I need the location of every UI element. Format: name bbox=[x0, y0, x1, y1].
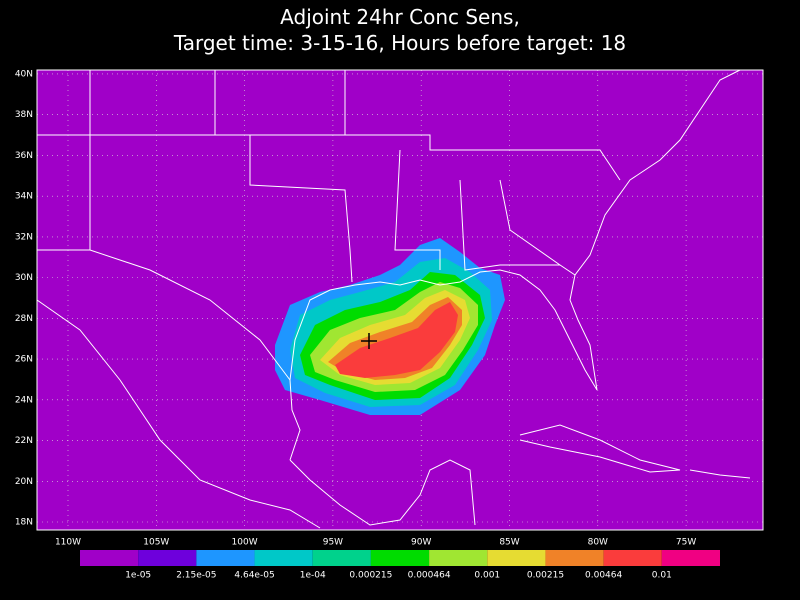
colorbar-swatch bbox=[545, 550, 604, 566]
colorbar-label: 0.000215 bbox=[349, 571, 392, 581]
lat-label: 26N bbox=[15, 355, 33, 365]
plume-contour bbox=[335, 302, 458, 378]
axis-labels: 110W 105W 100W 95W 90W 85W 80W 75W 18N 20N 22N 24N 2… bbox=[15, 69, 697, 547]
colorbar-label: 0.00215 bbox=[527, 571, 564, 581]
lat-label: 30N bbox=[15, 273, 33, 283]
lat-label: 24N bbox=[15, 395, 33, 405]
coastlines bbox=[36, 69, 751, 529]
lat-label: 38N bbox=[15, 110, 33, 120]
coastline bbox=[289, 69, 741, 461]
colorbar-label: 1e-05 bbox=[125, 571, 151, 581]
colorbar-label: 0.000464 bbox=[408, 571, 451, 581]
lat-label: 36N bbox=[15, 151, 33, 161]
colorbar-label: 4.64e-05 bbox=[234, 571, 274, 581]
colorbar-swatch bbox=[80, 550, 139, 566]
border bbox=[459, 179, 576, 276]
coastline bbox=[289, 459, 476, 526]
lat-label: 32N bbox=[15, 232, 33, 242]
border bbox=[394, 149, 441, 270]
coastline bbox=[689, 469, 751, 479]
border bbox=[499, 179, 561, 266]
border bbox=[89, 249, 291, 381]
colorbar-swatch bbox=[487, 550, 546, 566]
colorbar-swatch bbox=[370, 550, 430, 566]
colorbar-swatch bbox=[312, 550, 371, 566]
colorbar-label: 2.15e-05 bbox=[176, 571, 216, 581]
title-line: Target time: 3-15-16, Hours before targe… bbox=[173, 31, 626, 55]
lat-label: 22N bbox=[15, 436, 33, 446]
colorbar-label: 0.00464 bbox=[585, 571, 622, 581]
colorbar-label: 1e-04 bbox=[300, 571, 326, 581]
coastline bbox=[36, 299, 321, 529]
border bbox=[249, 135, 353, 283]
colorbar-swatch bbox=[196, 550, 255, 566]
lon-label: 95W bbox=[323, 538, 343, 548]
colorbar-swatch bbox=[254, 550, 313, 566]
coastline bbox=[519, 424, 681, 473]
lon-label: 80W bbox=[588, 538, 608, 548]
plume bbox=[275, 238, 505, 415]
lat-label: 34N bbox=[15, 192, 33, 202]
colorbar-swatch bbox=[429, 550, 488, 566]
lon-label: 85W bbox=[499, 538, 519, 548]
colorbar: 1e-05 2.15e-05 4.64e-05 1e-04 0.000215 0.0004… bbox=[80, 550, 720, 581]
title-line: Adjoint 24hr Conc Sens, bbox=[280, 5, 520, 29]
lat-label: 28N bbox=[15, 314, 33, 324]
map-frame bbox=[36, 69, 764, 531]
lat-label: 18N bbox=[15, 518, 33, 528]
colorbar-swatch bbox=[661, 550, 720, 566]
lon-label: 100W bbox=[232, 538, 258, 548]
border bbox=[344, 70, 621, 181]
lat-label: 40N bbox=[15, 69, 33, 79]
target-marker bbox=[361, 333, 377, 349]
lon-label: 90W bbox=[411, 538, 431, 548]
lon-label: 105W bbox=[143, 538, 169, 548]
lon-label: 75W bbox=[676, 538, 696, 548]
colorbar-label: 0.01 bbox=[652, 571, 672, 581]
colorbar-label: 0.001 bbox=[474, 571, 500, 581]
lat-label: 20N bbox=[15, 477, 33, 487]
colorbar-swatch bbox=[138, 550, 197, 566]
colorbar-swatch bbox=[603, 550, 662, 566]
lon-label: 110W bbox=[55, 538, 81, 548]
